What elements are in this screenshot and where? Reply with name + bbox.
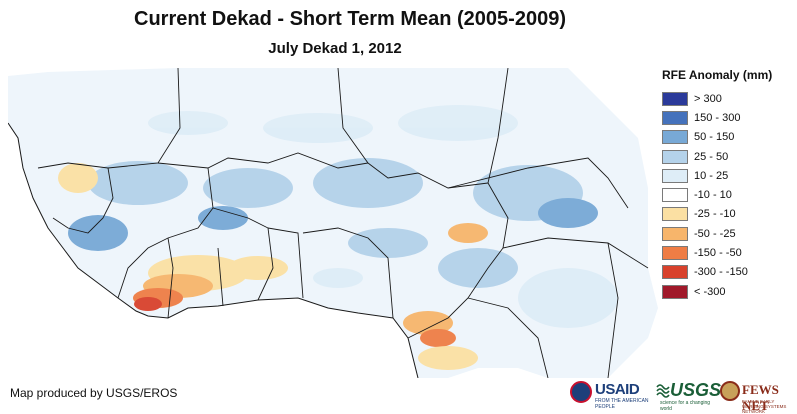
legend-swatch: [662, 130, 688, 145]
usaid-seal-icon: [570, 381, 592, 403]
legend-item: 50 - 150: [662, 128, 792, 147]
logo-strip: USAID FROM THE AMERICAN PEOPLE USGS scie…: [568, 378, 794, 414]
legend-label: > 300: [694, 92, 722, 105]
legend-label: -25 - -10: [694, 208, 736, 221]
legend-swatch: [662, 284, 688, 299]
legend-label: -50 - -25: [694, 227, 736, 240]
anomaly-patches: [58, 105, 618, 370]
legend-item: -25 - -10: [662, 205, 792, 224]
legend-item: -150 - -50: [662, 243, 792, 262]
legend-title: RFE Anomaly (mm): [662, 68, 773, 82]
legend: RFE Anomaly (mm) > 300 150 - 300 50 - 150 2…: [662, 68, 792, 301]
legend-label: 25 - 50: [694, 150, 729, 163]
legend-item: 25 - 50: [662, 147, 792, 166]
legend-swatch: [662, 110, 688, 125]
legend-swatch: [662, 91, 688, 106]
usgs-wave-icon: [656, 384, 670, 398]
usaid-logo: USAID FROM THE AMERICAN PEOPLE: [568, 378, 654, 410]
legend-swatch: [662, 265, 688, 280]
legend-swatch: [662, 246, 688, 261]
map-subtitle: July Dekad 1, 2012: [268, 40, 402, 57]
legend-item: 10 - 25: [662, 166, 792, 185]
legend-swatch: [662, 226, 688, 241]
usgs-logo: USGS science for a changing world: [656, 378, 721, 412]
legend-rows: > 300 150 - 300 50 - 150 25 - 50 10 - 25 -10 …: [662, 89, 792, 301]
legend-label: -10 - 10: [694, 189, 732, 202]
legend-swatch: [662, 149, 688, 164]
legend-label: -150 - -50: [694, 247, 742, 260]
country-borders: [37, 68, 649, 378]
fews-net-logo: FEWS NET FAMINE EARLY WARNING SYSTEMS NE…: [720, 378, 794, 414]
legend-swatch: [662, 168, 688, 183]
legend-item: -10 - 10: [662, 185, 792, 204]
globe-icon: [720, 381, 740, 401]
map-title: Current Dekad - Short Term Mean (2005-20…: [134, 8, 566, 30]
legend-label: 150 - 300: [694, 111, 741, 124]
legend-label: < -300: [694, 285, 726, 298]
legend-item: < -300: [662, 282, 792, 301]
legend-swatch: [662, 207, 688, 222]
legend-label: 10 - 25: [694, 169, 729, 182]
rainfall-anomaly-map: [8, 68, 658, 378]
legend-item: -50 - -25: [662, 224, 792, 243]
coastline: [8, 122, 419, 378]
legend-item: 150 - 300: [662, 108, 792, 127]
legend-item: > 300: [662, 89, 792, 108]
legend-swatch: [662, 188, 688, 203]
credit-text: Map produced by USGS/EROS: [10, 386, 178, 400]
legend-label: 50 - 150: [694, 131, 735, 144]
legend-label: -300 - -150: [694, 266, 748, 279]
map-canvas: [8, 68, 658, 378]
legend-item: -300 - -150: [662, 263, 792, 282]
